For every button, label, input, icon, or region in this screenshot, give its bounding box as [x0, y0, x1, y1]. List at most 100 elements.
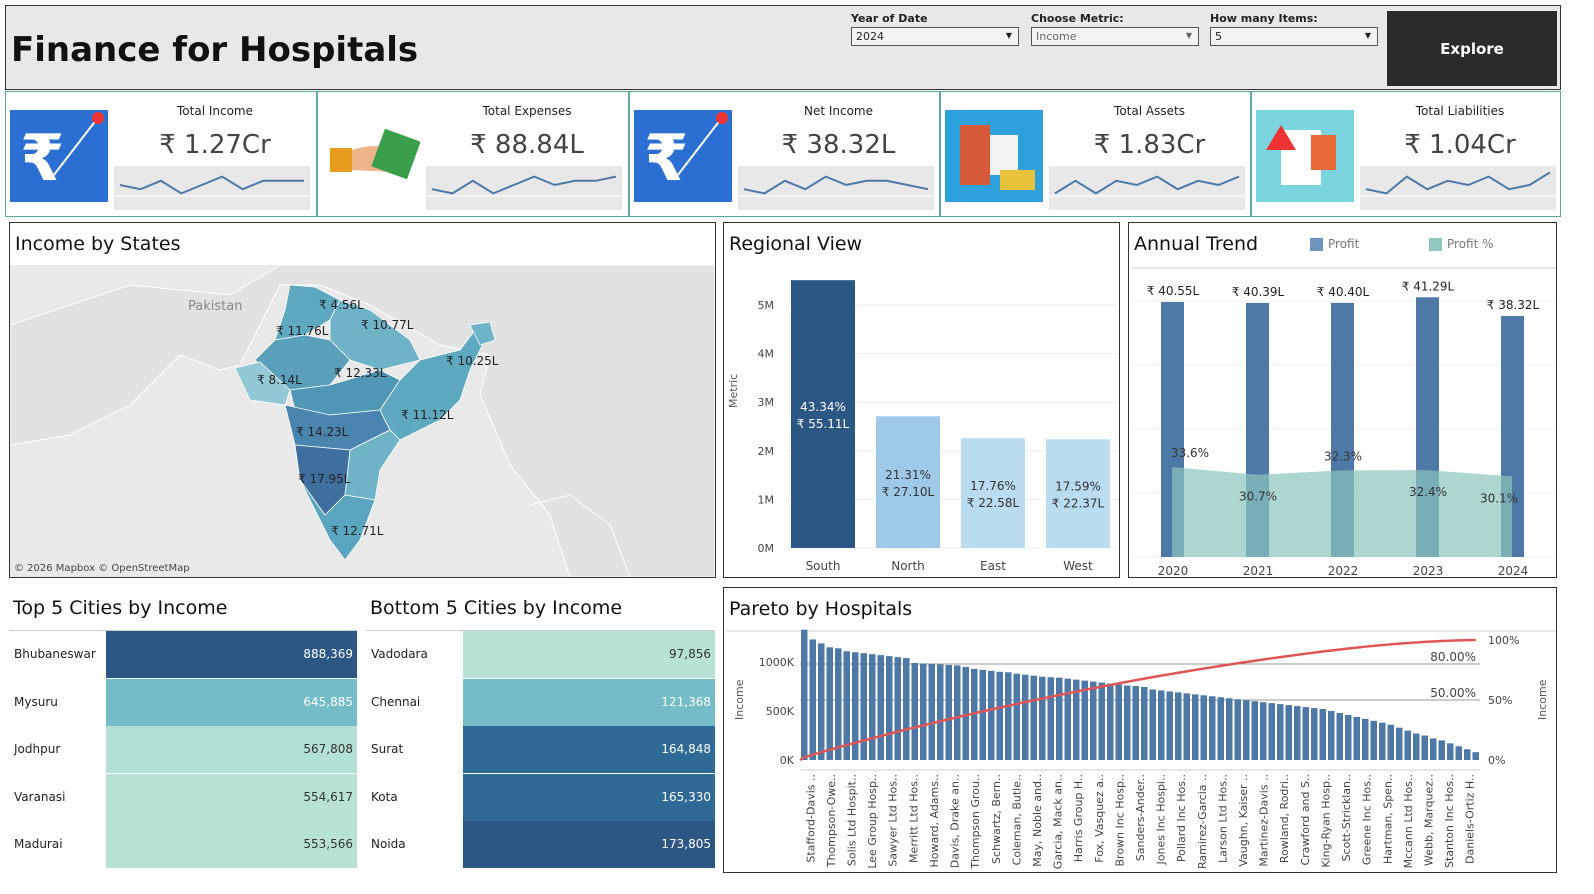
kpi-value: ₹ 1.83Cr: [1093, 130, 1206, 160]
bar-east: [961, 438, 1025, 548]
profit-pct-label: 33.6%: [1171, 446, 1209, 460]
hospital-bar: [945, 664, 952, 760]
sparkline-path: [119, 175, 304, 195]
hospital-bar: [1192, 694, 1199, 760]
explore-button[interactable]: Explore: [1387, 11, 1557, 86]
kpi-sparkline: [426, 166, 622, 210]
x-tick-label: May, Noble and..: [1031, 774, 1044, 867]
svg-text:₹: ₹: [644, 122, 689, 196]
x-tick-label: Stanton Inc Hos..: [1443, 774, 1456, 868]
x-tick-label: 2023: [1413, 564, 1444, 577]
table-row[interactable]: Noida 173,805: [366, 821, 715, 869]
items-dropdown[interactable]: 5 ▼: [1210, 27, 1378, 46]
india-map[interactable]: [10, 265, 715, 577]
filter-year[interactable]: Year of Date 2024 ▼: [851, 12, 1019, 46]
x-tick-label: Mccann Ltd Hos..: [1402, 774, 1415, 868]
state-region[interactable]: [234, 361, 291, 406]
hospital-bar: [1302, 707, 1309, 760]
profit-label: ₹ 40.39L: [1232, 285, 1285, 299]
hospital-bar: [928, 663, 935, 760]
table-row[interactable]: Varanasi 554,617: [9, 773, 357, 821]
y-tick-label: 1M: [758, 493, 775, 506]
hospital-bar: [1319, 709, 1326, 760]
state-region[interactable]: [469, 321, 496, 346]
city-name: Surat: [371, 742, 404, 757]
regional-title: Regional View: [729, 233, 863, 255]
hospital-bar: [860, 653, 867, 760]
hospital-bar: [835, 648, 842, 760]
hospital-bar: [886, 656, 893, 760]
profit-pct-label: 32.3%: [1324, 449, 1362, 463]
hospital-bar: [1413, 733, 1420, 760]
metric-dropdown[interactable]: Income ▼: [1031, 27, 1199, 46]
sparkline-path: [431, 175, 617, 195]
filter-metric[interactable]: Choose Metric: Income ▼: [1031, 12, 1199, 46]
kpi-sparkline: [1049, 166, 1245, 210]
table-row[interactable]: Jodhpur 567,808: [9, 726, 357, 774]
x-tick-label: Crawford and S..: [1299, 774, 1312, 866]
annual-trend-panel: Annual Trend Profit Profit % ₹ 40.55L 202…: [1128, 222, 1557, 578]
hospital-bar: [1149, 689, 1156, 760]
income-value: 645,885: [303, 694, 353, 709]
state-income-label: ₹ 10.25L: [446, 354, 499, 368]
table-row[interactable]: Bhubaneswar 888,369: [9, 631, 357, 678]
top-cities-title: Top 5 Cities by Income: [13, 597, 228, 619]
x-tick-label: Daniels-Ortiz H..: [1464, 774, 1477, 864]
state-region[interactable]: [379, 329, 486, 441]
chevron-down-icon: ▼: [1005, 31, 1012, 40]
income-cell: 554,617: [106, 773, 357, 821]
hospital-bar: [1166, 691, 1173, 760]
profit-pct-label: 32.4%: [1409, 485, 1447, 499]
filter-items[interactable]: How many Items: 5 ▼: [1210, 12, 1378, 46]
year-dropdown[interactable]: 2024 ▼: [851, 27, 1019, 46]
country-label: Pakistan: [188, 299, 243, 314]
x-tick-label: Howard, Adams..: [928, 774, 941, 868]
filter-label: Choose Metric:: [1031, 12, 1124, 25]
hospital-bar: [1430, 738, 1437, 760]
top-cities-panel: Top 5 Cities by Income Bhubaneswar 888,36…: [9, 585, 357, 872]
x-tick-label: Stafford-Davis ..: [804, 774, 817, 863]
map-title: Income by States: [15, 233, 181, 255]
table-row[interactable]: Chennai 121,368: [366, 678, 715, 726]
table-row[interactable]: Kota 165,330: [366, 773, 715, 821]
state-region[interactable]: [299, 479, 376, 561]
bar-pct-label: 43.34%: [800, 400, 846, 414]
dropdown-value: Income: [1036, 30, 1077, 43]
hospital-bar: [1073, 679, 1080, 760]
profit-label: ₹ 38.32L: [1487, 298, 1540, 312]
hospital-bar: [1268, 703, 1275, 760]
x-tick-label: Sawyer Ltd Hos..: [887, 774, 900, 867]
table-row[interactable]: Surat 164,848: [366, 726, 715, 774]
state-region[interactable]: [274, 284, 341, 341]
state-income-label: ₹ 12.33L: [334, 366, 387, 380]
sparkline-path: [1054, 175, 1240, 195]
hospital-bar: [1022, 674, 1029, 760]
table-row[interactable]: Madurai 553,566: [9, 821, 357, 869]
hospital-bar: [1030, 675, 1037, 760]
x-tick-label: Martinez-Davis ..: [1258, 774, 1271, 867]
hospital-bar: [1081, 680, 1088, 760]
y2-tick-label: 50%: [1488, 694, 1512, 707]
hospital-bar: [877, 655, 884, 760]
hospital-bar: [962, 666, 969, 760]
kpi-sparkline: [114, 166, 310, 210]
x-tick-label: King-Ryan Hosp..: [1319, 774, 1332, 868]
hospital-bar: [1124, 685, 1131, 760]
hospital-bar: [1243, 700, 1250, 760]
pareto-chart: 0K 500K 1000K 0% 50% 100% 80.00% 50.00% Stafford…: [726, 629, 1556, 870]
regional-chart: 0M 1M 2M 3M 4M 5M 43.34% ₹ 55.11L South 21.31% ₹ 2…: [758, 280, 1119, 573]
profit-pct-label: 30.1%: [1480, 491, 1518, 505]
table-row[interactable]: Vadodara 97,856: [366, 631, 715, 678]
kpi-sparkline: [738, 166, 934, 210]
hospital-bar: [1209, 696, 1216, 760]
income-value: 553,566: [303, 837, 353, 852]
hospital-bar: [1311, 708, 1318, 760]
legend-swatch-profit-pct: [1429, 238, 1442, 251]
map-attribution: © 2026 Mapbox © OpenStreetMap: [14, 563, 190, 574]
hospital-bar: [1090, 681, 1097, 760]
income-value: 165,330: [661, 789, 711, 804]
income-value: 554,617: [303, 789, 353, 804]
filter-label: Year of Date: [851, 12, 928, 25]
table-row[interactable]: Mysuru 645,885: [9, 678, 357, 726]
hospital-bar: [1447, 743, 1454, 760]
